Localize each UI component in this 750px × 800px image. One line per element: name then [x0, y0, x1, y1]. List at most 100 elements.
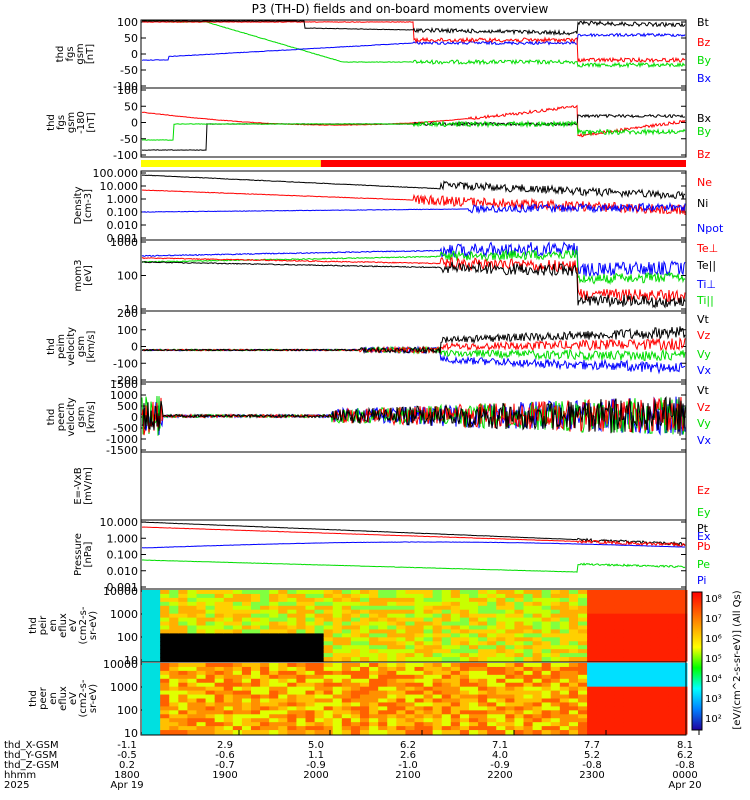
spectrogram-cell [332, 613, 343, 619]
spectrogram-cell [568, 694, 579, 699]
spectrogram-cell [550, 663, 561, 668]
spectrogram-cell [232, 674, 243, 680]
spectrogram-cell [296, 609, 306, 615]
spectrogram-cell [151, 621, 161, 626]
spectrogram-cell [659, 629, 670, 634]
spectrogram-cell [523, 625, 534, 630]
spectrogram-cell [251, 645, 261, 650]
spectrogram-cell [469, 621, 479, 626]
spectrogram-cell [496, 657, 506, 662]
spectrogram-cell [251, 657, 261, 662]
spectrogram-cell [369, 674, 379, 680]
spectrogram-cell [241, 637, 252, 642]
spectrogram-cell [305, 633, 316, 638]
spectrogram-cell [559, 657, 570, 662]
spectrogram-cell [278, 698, 288, 703]
spectrogram-cell [178, 674, 188, 680]
spectrogram-cell [614, 649, 624, 654]
spectrogram-cell [350, 666, 361, 672]
y-tick-label: -500 [113, 422, 138, 435]
spectrogram-cell [641, 674, 652, 680]
spectrogram-cell [278, 609, 288, 615]
spectrogram-cell [405, 637, 415, 642]
spectrogram-cell [232, 649, 243, 654]
spectrogram-cell [396, 601, 406, 607]
legend-By: By [697, 125, 712, 138]
spectrogram-cell [578, 682, 588, 688]
spectrogram-cell [487, 633, 497, 638]
spectrogram-cell [405, 718, 415, 723]
spectrogram-cell [478, 593, 488, 599]
spectrogram-cell [341, 726, 352, 731]
spectrogram-cell [332, 718, 343, 723]
spectrogram-cell [360, 601, 370, 607]
spectrogram-cell [205, 617, 216, 623]
spectrogram-cell [341, 706, 352, 711]
y-axis-label-line: eflux [58, 613, 69, 638]
spectrogram-cell [659, 718, 670, 723]
spectrogram-cell [614, 722, 624, 727]
spectrogram-cell [587, 657, 597, 662]
y-axis-label-line: (cm2-s- [78, 606, 89, 644]
spectrogram-cell [241, 621, 252, 626]
spectrogram-cell [214, 706, 225, 711]
spectrogram-cell [160, 682, 170, 688]
spectrogram-cell [469, 682, 479, 688]
spectrogram-cell [423, 663, 434, 668]
spectrogram-cell [369, 718, 379, 723]
spectrogram-cell [414, 722, 425, 727]
spectrogram-cell [568, 621, 579, 626]
spectrogram-cell [205, 674, 216, 680]
spectrogram-cell [332, 633, 343, 638]
spectrogram-cell [441, 698, 452, 703]
spectrogram-cell [659, 601, 670, 607]
spectrogram-cell [432, 621, 443, 626]
colorbar-gradient [691, 591, 703, 731]
spectrogram-cell [532, 690, 543, 696]
spectrogram-cell [396, 617, 406, 623]
spectrogram-cell [296, 682, 306, 688]
spectrogram-cell [350, 714, 361, 719]
spectrogram-cell [632, 601, 643, 607]
spectrogram-cell [251, 617, 261, 623]
trace-line [141, 32, 686, 61]
spectrogram-cell [459, 714, 470, 719]
spectrogram-cell [296, 590, 306, 595]
spectrogram-cell [214, 601, 225, 607]
spectrogram-cell [241, 710, 252, 715]
spectrogram-cell [578, 726, 588, 731]
spectrogram-cell [441, 625, 452, 630]
spectrogram-cell [169, 678, 179, 684]
spectrogram-cell [487, 657, 497, 662]
spectrogram-cell [169, 670, 179, 676]
spectrogram-cell [387, 694, 397, 699]
spectrogram-cell [514, 637, 524, 642]
spectrogram-cell [641, 726, 652, 731]
spectrogram-cell [441, 666, 452, 672]
spectrogram-cell [641, 621, 652, 626]
spectrogram-cell [323, 601, 334, 607]
spectrogram-cell [550, 682, 561, 688]
spectrogram-cell [269, 686, 279, 692]
spectrogram-cell [232, 613, 243, 619]
spectrogram-cell [532, 670, 543, 676]
spectrogram-cell [169, 686, 179, 692]
spectrogram-cell [278, 674, 288, 680]
spectrogram-cell [523, 613, 534, 619]
spectrogram-cell [596, 597, 606, 603]
spectrogram-cell [469, 593, 479, 599]
spectrogram-cell [487, 706, 497, 711]
spectrogram-cell [541, 625, 552, 630]
spectrogram-cell [223, 613, 234, 619]
spectrogram-cell [341, 698, 352, 703]
spectrogram-cell [387, 678, 397, 684]
spectrogram-cell [677, 649, 688, 654]
spectrogram-cell [296, 601, 306, 607]
spectrogram-cell [514, 617, 524, 623]
spectrogram-cell [387, 621, 397, 626]
spectrogram-cell [241, 605, 252, 611]
spectrogram-cell [532, 641, 543, 646]
spectrogram-cell [541, 657, 552, 662]
spectrogram-cell [278, 706, 288, 711]
spectrogram-cell [414, 670, 425, 676]
